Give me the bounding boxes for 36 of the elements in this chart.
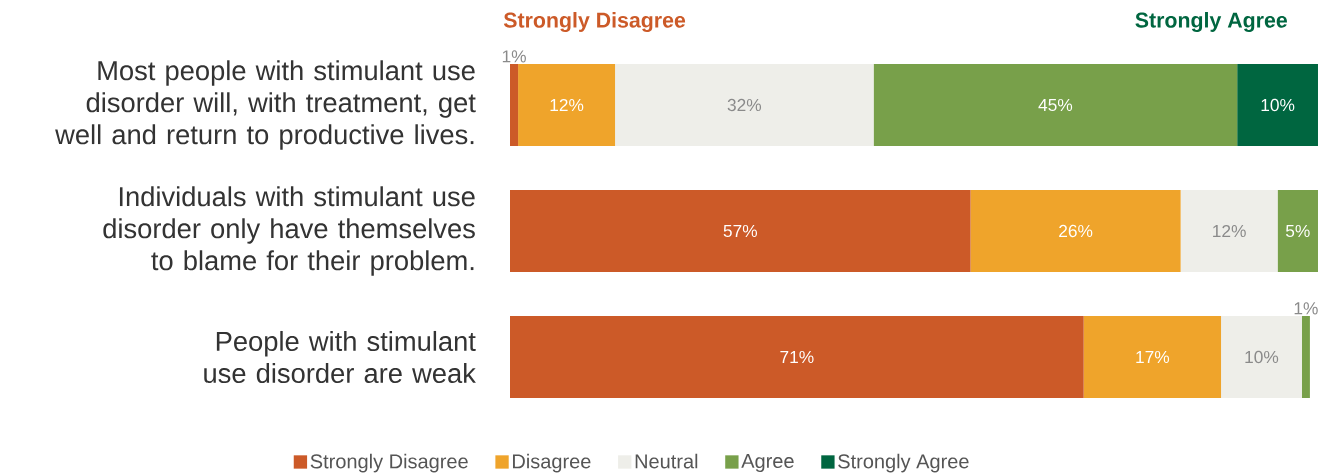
text: Strongly Disagree xyxy=(503,12,686,33)
bar xyxy=(510,316,1084,399)
bar xyxy=(1237,64,1318,147)
bar xyxy=(1083,316,1222,399)
bar xyxy=(615,64,874,147)
data-label: 12% xyxy=(1213,225,1246,238)
data-label: 1% xyxy=(502,50,526,63)
data-label: 45% xyxy=(1038,99,1073,112)
data-label: 10% xyxy=(1245,351,1279,364)
legend-label: Disagree xyxy=(513,453,591,473)
data-label: 12% xyxy=(550,99,584,112)
text: Strongly Agree xyxy=(1135,12,1287,33)
data-label: 32% xyxy=(727,99,762,112)
bar xyxy=(970,190,1181,273)
bar xyxy=(510,190,971,273)
bar xyxy=(873,64,1238,147)
bar xyxy=(1277,190,1318,273)
data-label: 10% xyxy=(1261,99,1295,112)
legend-label: Strongly Agree xyxy=(838,453,969,473)
data-label: 71% xyxy=(780,351,814,364)
bar xyxy=(510,64,519,147)
y-tick-label: People with stimulant use disorder are weak xyxy=(204,331,476,384)
legend-label: Strongly Disagree xyxy=(310,453,468,473)
data-label: 1% xyxy=(1294,302,1318,315)
y-tick-label: Individuals with stimulant use disorder only have themselves to blame for their problem. xyxy=(103,186,475,276)
legend-label: Neutral xyxy=(635,453,698,469)
bar xyxy=(1221,316,1302,399)
data-label: 26% xyxy=(1059,225,1093,238)
data-label: 5% xyxy=(1285,225,1310,238)
bar xyxy=(1301,316,1310,399)
data-label: 57% xyxy=(723,225,758,238)
legend-label: Agree xyxy=(741,454,794,473)
data-label: 17% xyxy=(1136,351,1170,364)
y-tick-label: Most people with stimulant use disorder will, with treatment, get well and return to productive lives. xyxy=(55,60,476,150)
bar xyxy=(1180,190,1278,273)
bar xyxy=(518,64,616,147)
